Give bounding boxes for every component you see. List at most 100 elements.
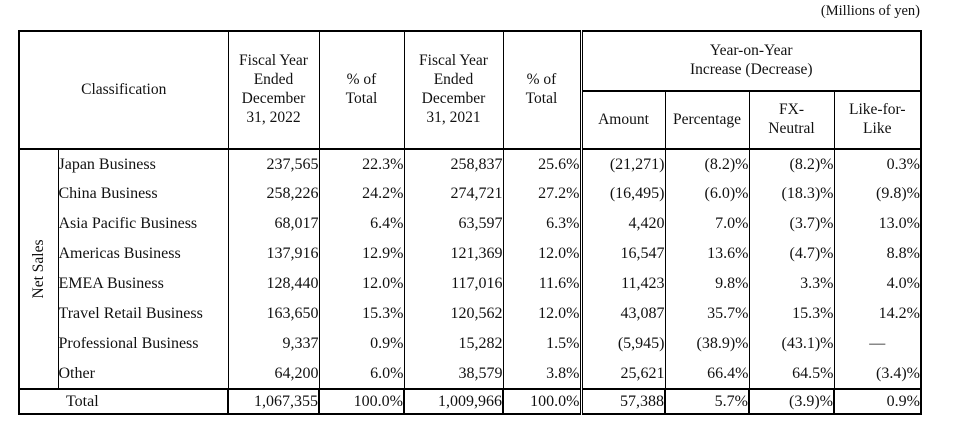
table-header: Classification Fiscal Year Ended Decembe… xyxy=(18,30,922,150)
row-label: Japan Business xyxy=(57,149,229,179)
fy2022-cell: 68,017 xyxy=(227,209,320,239)
yoy-like-for-like-cell: (9.8)% xyxy=(833,179,922,209)
row-label: Asia Pacific Business xyxy=(57,209,229,239)
col-header-fy2021: Fiscal Year Ended December 31, 2021 xyxy=(403,30,504,150)
yoy-amount-cell: 16,547 xyxy=(579,239,666,269)
total-pct2021-cell: 100.0% xyxy=(502,388,582,415)
fy2021-cell: 38,579 xyxy=(403,359,504,389)
yoy-like-for-like-cell: (3.4)% xyxy=(833,359,922,389)
fy2022-cell: 163,650 xyxy=(227,299,320,329)
table-row: Travel Retail Business 163,650 15.3% 120… xyxy=(19,299,922,329)
fy2021-cell: 15,282 xyxy=(403,329,504,359)
fy2022-cell: 237,565 xyxy=(227,149,320,179)
pct2022-cell: 6.4% xyxy=(318,209,405,239)
total-yoy-fx-neutral-cell: (3.9)% xyxy=(748,388,835,415)
yoy-amount-cell: 4,420 xyxy=(579,209,666,239)
pct2022-cell: 22.3% xyxy=(318,149,405,179)
yoy-amount-cell: (16,495) xyxy=(579,179,666,209)
yoy-amount-cell: (21,271) xyxy=(579,149,666,179)
row-label: Other xyxy=(57,359,229,389)
fy2022-cell: 9,337 xyxy=(227,329,320,359)
pct2021-cell: 6.3% xyxy=(502,209,582,239)
total-pct2022-cell: 100.0% xyxy=(318,388,405,415)
pct2022-cell: 12.9% xyxy=(318,239,405,269)
total-yoy-like-for-like-cell: 0.9% xyxy=(833,388,922,415)
yoy-like-for-like-cell: 14.2% xyxy=(833,299,922,329)
fy2022-cell: 137,916 xyxy=(227,239,320,269)
yoy-fx-neutral-cell: 3.3% xyxy=(748,269,835,299)
yoy-like-for-like-cell: 0.3% xyxy=(833,149,922,179)
col-header-pct-total-2021: % of Total xyxy=(502,30,582,150)
yoy-amount-cell: (5,945) xyxy=(579,329,666,359)
pct2022-cell: 12.0% xyxy=(318,269,405,299)
yoy-percentage-cell: (8.2)% xyxy=(664,149,750,179)
unit-note: (Millions of yen) xyxy=(820,3,920,19)
fy2021-cell: 120,562 xyxy=(403,299,504,329)
yoy-fx-neutral-cell: 64.5% xyxy=(748,359,835,389)
pct2022-cell: 6.0% xyxy=(318,359,405,389)
col-header-percentage: Percentage xyxy=(664,90,750,150)
fy2021-cell: 274,721 xyxy=(403,179,504,209)
yoy-percentage-cell: 7.0% xyxy=(664,209,750,239)
yoy-percentage-cell: 35.7% xyxy=(664,299,750,329)
pct2022-cell: 0.9% xyxy=(318,329,405,359)
yoy-fx-neutral-cell: (8.2)% xyxy=(748,149,835,179)
pct2021-cell: 12.0% xyxy=(502,299,582,329)
table-row: Other 64,200 6.0% 38,579 3.8% 25,621 66.… xyxy=(19,359,922,389)
col-header-fy2022: Fiscal Year Ended December 31, 2022 xyxy=(227,30,320,150)
fy2021-cell: 63,597 xyxy=(403,209,504,239)
yoy-percentage-cell: 13.6% xyxy=(664,239,750,269)
col-header-classification: Classification xyxy=(18,30,229,150)
table-row: China Business 258,226 24.2% 274,721 27.… xyxy=(19,179,922,209)
col-header-fx-neutral: FX- Neutral xyxy=(748,90,835,150)
total-yoy-amount-cell: 57,388 xyxy=(579,388,666,415)
fy2021-cell: 121,369 xyxy=(403,239,504,269)
yoy-percentage-cell: (6.0)% xyxy=(664,179,750,209)
row-label: Americas Business xyxy=(57,239,229,269)
table-row: Professional Business 9,337 0.9% 15,282 … xyxy=(19,329,922,359)
fy2022-cell: 128,440 xyxy=(227,269,320,299)
fy2021-cell: 117,016 xyxy=(403,269,504,299)
total-row: Total 1,067,355 100.0% 1,009,966 100.0% … xyxy=(18,388,922,415)
yoy-fx-neutral-cell: 15.3% xyxy=(748,299,835,329)
pct2021-cell: 3.8% xyxy=(502,359,582,389)
fy2022-cell: 258,226 xyxy=(227,179,320,209)
yoy-fx-neutral-cell: (3.7)% xyxy=(748,209,835,239)
yoy-percentage-cell: (38.9)% xyxy=(664,329,750,359)
row-label: Professional Business xyxy=(57,329,229,359)
yoy-amount-cell: 11,423 xyxy=(579,269,666,299)
yoy-fx-neutral-cell: (43.1)% xyxy=(748,329,835,359)
col-group-yoy: Year-on-Year Increase (Decrease) xyxy=(579,30,922,92)
pct2022-cell: 15.3% xyxy=(318,299,405,329)
yoy-like-for-like-cell: 4.0% xyxy=(833,269,922,299)
pct2021-cell: 1.5% xyxy=(502,329,582,359)
yoy-fx-neutral-cell: (18.3)% xyxy=(748,179,835,209)
table-row: Asia Pacific Business 68,017 6.4% 63,597… xyxy=(19,209,922,239)
yoy-amount-cell: 25,621 xyxy=(579,359,666,389)
table-row: EMEA Business 128,440 12.0% 117,016 11.6… xyxy=(19,269,922,299)
yoy-like-for-like-cell: 13.0% xyxy=(833,209,922,239)
total-label: Total xyxy=(18,388,229,415)
col-header-like-for-like: Like-for- Like xyxy=(833,90,922,150)
fy2021-cell: 258,837 xyxy=(403,149,504,179)
yoy-fx-neutral-cell: (4.7)% xyxy=(748,239,835,269)
table-row: Net Sales Japan Business 237,565 22.3% 2… xyxy=(18,149,922,389)
segment-net-sales-table: Classification Fiscal Year Ended Decembe… xyxy=(18,30,922,415)
row-label: Travel Retail Business xyxy=(57,299,229,329)
col-header-pct-total-2022: % of Total xyxy=(318,30,405,150)
yoy-like-for-like-cell: 8.8% xyxy=(833,239,922,269)
yoy-amount-cell: 43,087 xyxy=(579,299,666,329)
table-body: Net Sales Japan Business 237,565 22.3% 2… xyxy=(18,149,922,415)
table-row: Americas Business 137,916 12.9% 121,369 … xyxy=(19,239,922,269)
row-group-net-sales: Net Sales xyxy=(18,149,59,389)
fy2022-cell: 64,200 xyxy=(227,359,320,389)
total-fy2022-cell: 1,067,355 xyxy=(227,388,320,415)
pct2021-cell: 25.6% xyxy=(502,149,582,179)
yoy-percentage-cell: 66.4% xyxy=(664,359,750,389)
header-row-top: Classification Fiscal Year Ended Decembe… xyxy=(18,30,922,150)
row-label: China Business xyxy=(57,179,229,209)
yoy-percentage-cell: 9.8% xyxy=(664,269,750,299)
yoy-like-for-like-cell: — xyxy=(833,329,922,359)
total-yoy-percentage-cell: 5.7% xyxy=(664,388,750,415)
